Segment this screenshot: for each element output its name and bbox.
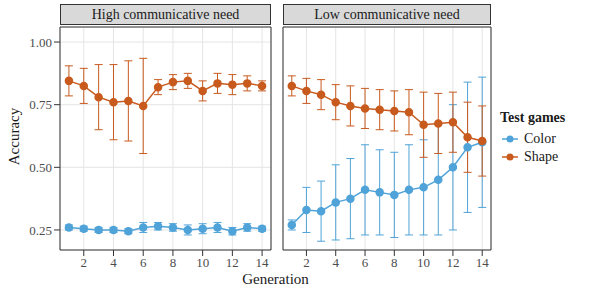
- svg-text:2: 2: [81, 255, 88, 270]
- html-text:High communicative need: High communicative need: [91, 7, 240, 22]
- svg-text:10: 10: [196, 255, 209, 270]
- svg-text:4: 4: [110, 255, 117, 270]
- html-text:Color: Color: [524, 131, 556, 146]
- svg-text:4: 4: [332, 255, 339, 270]
- html-text:Shape: Shape: [524, 149, 559, 164]
- html-text:Generation: Generation: [242, 271, 309, 287]
- svg-text:1.00: 1.00: [29, 35, 52, 50]
- svg-text:12: 12: [446, 255, 459, 270]
- html-text:Low communicative need: Low communicative need: [314, 7, 460, 22]
- html-text:Accuracy: Accuracy: [5, 107, 22, 166]
- svg-text:6: 6: [140, 255, 147, 270]
- svg-text:0.75: 0.75: [29, 97, 52, 112]
- svg-text:2: 2: [303, 255, 310, 270]
- svg-text:12: 12: [226, 255, 239, 270]
- svg-text:10: 10: [417, 255, 430, 270]
- svg-text:0.50: 0.50: [29, 160, 52, 175]
- svg-text:8: 8: [391, 255, 398, 270]
- svg-text:14: 14: [256, 255, 270, 270]
- svg-text:14: 14: [476, 255, 490, 270]
- html-text:Test games: Test games: [500, 110, 566, 125]
- svg-text:0.25: 0.25: [29, 223, 52, 238]
- svg-text:6: 6: [362, 255, 369, 270]
- svg-text:8: 8: [170, 255, 177, 270]
